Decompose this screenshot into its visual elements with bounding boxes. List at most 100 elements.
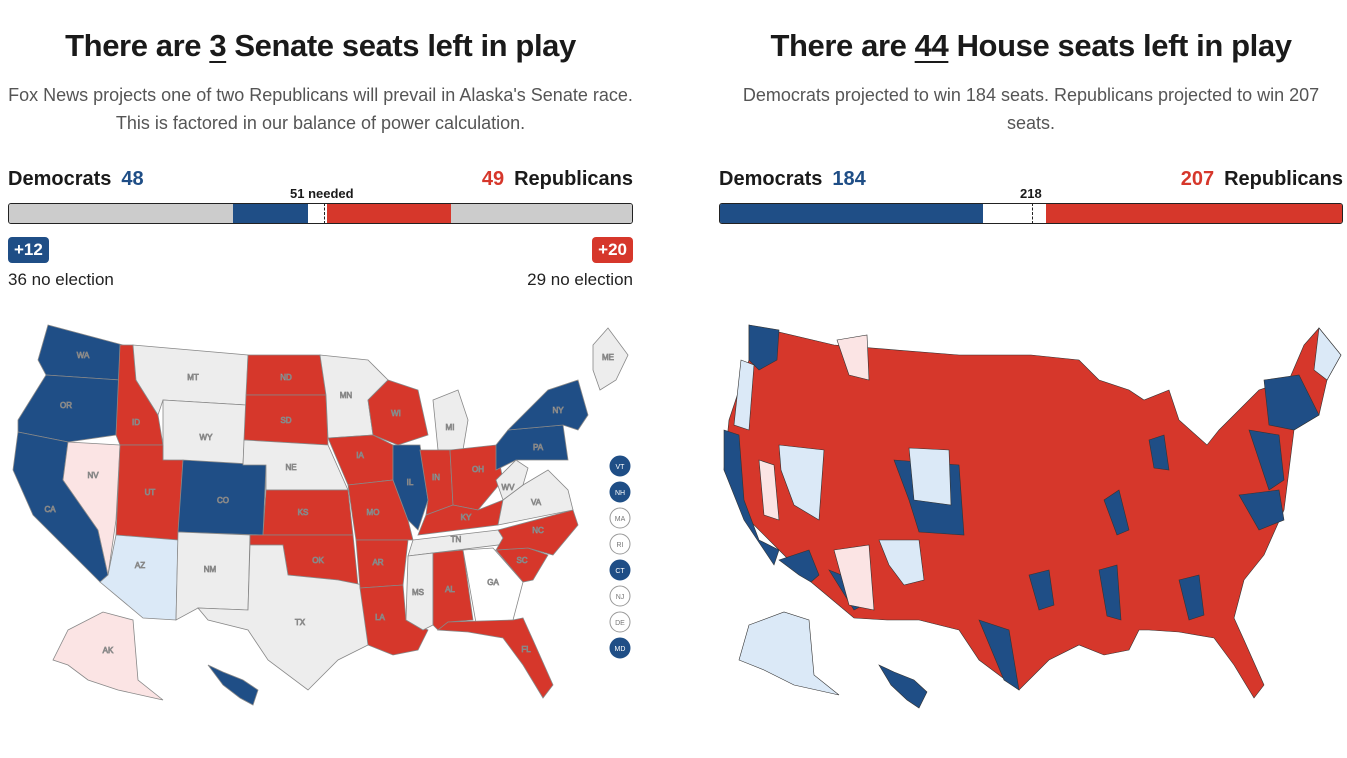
svg-text:MT: MT	[187, 373, 199, 382]
house-rep-total: 207 Republicans	[1181, 168, 1343, 191]
svg-text:SC: SC	[516, 556, 527, 565]
small-state-md-marker[interactable]	[609, 637, 631, 659]
senate-rep-count: 49	[481, 168, 505, 190]
svg-text:LA: LA	[375, 613, 385, 622]
senate-bar-dem-no-election	[9, 204, 234, 223]
small-state-ri-marker[interactable]	[609, 533, 631, 555]
svg-text:IN: IN	[432, 473, 440, 482]
svg-text:NE: NE	[285, 463, 296, 472]
svg-text:WY: WY	[200, 433, 214, 442]
state-ks[interactable]: KS	[262, 489, 354, 536]
state-ms[interactable]: MS	[405, 552, 434, 631]
senate-balance-bar[interactable]	[8, 203, 633, 224]
svg-text:OH: OH	[472, 465, 484, 474]
svg-text:WV: WV	[502, 483, 516, 492]
small-state-nj-marker[interactable]	[609, 585, 631, 607]
house-balance-bar[interactable]	[719, 203, 1343, 224]
svg-text:NY: NY	[552, 406, 564, 415]
state-nd[interactable]: ND	[245, 354, 327, 396]
senate-rep-label: Republicans	[514, 168, 633, 190]
state-wi[interactable]: WI	[367, 379, 429, 446]
senate-dem-gain-badge: +12	[8, 237, 49, 263]
small-states-legend: VT NH MA RI CT NJ DE MD	[609, 455, 631, 659]
small-state-nj-label: NJ	[616, 594, 625, 601]
small-state-ct-label: CT	[615, 568, 625, 575]
house-alaska	[738, 611, 840, 696]
svg-text:NV: NV	[87, 471, 99, 480]
state-wa[interactable]: WA	[37, 324, 124, 381]
state-ne[interactable]: NE	[242, 439, 349, 491]
svg-text:WA: WA	[77, 351, 90, 360]
svg-text:AK: AK	[103, 646, 114, 655]
senate-dem-total: Democrats 48	[8, 168, 144, 191]
state-ny[interactable]: NY	[506, 379, 589, 431]
svg-text:IL: IL	[407, 478, 414, 487]
svg-text:MO: MO	[367, 508, 380, 517]
state-ga[interactable]: GA	[462, 547, 524, 624]
svg-text:ME: ME	[602, 353, 614, 362]
senate-subtext: Fox News projects one of two Republicans…	[8, 85, 633, 133]
state-ar[interactable]: AR	[355, 539, 409, 589]
svg-text:OR: OR	[60, 401, 72, 410]
svg-text:FL: FL	[521, 645, 531, 654]
svg-text:GA: GA	[487, 578, 499, 587]
svg-text:ID: ID	[132, 418, 140, 427]
house-lean-districts	[733, 327, 1342, 611]
senate-rep-total: 49 Republicans	[482, 168, 633, 191]
state-or[interactable]: OR	[17, 374, 121, 443]
house-map[interactable]	[719, 320, 1343, 715]
state-nc[interactable]: NC	[495, 509, 579, 556]
state-la[interactable]: LA	[359, 584, 429, 656]
house-bar-dem-won	[720, 204, 984, 223]
state-fl[interactable]: FL	[436, 617, 554, 699]
svg-text:KS: KS	[298, 508, 309, 517]
svg-text:MI: MI	[446, 423, 455, 432]
svg-text:AR: AR	[372, 558, 383, 567]
small-state-vt-marker[interactable]	[609, 455, 631, 477]
senate-map[interactable]: WA OR CA NV ID MT WY UT CO AZ NM ND SD N…	[8, 320, 633, 715]
state-me[interactable]: ME	[592, 327, 629, 391]
svg-text:MS: MS	[412, 588, 424, 597]
state-co[interactable]: CO	[177, 459, 267, 536]
small-state-nh-label: NH	[615, 490, 625, 497]
small-state-de-marker[interactable]	[609, 611, 631, 633]
small-state-ma-marker[interactable]	[609, 507, 631, 529]
small-state-ct-marker[interactable]	[609, 559, 631, 581]
state-wy[interactable]: WY	[162, 399, 247, 466]
svg-text:KY: KY	[461, 513, 472, 522]
house-rep-label: Republicans	[1224, 168, 1343, 190]
senate-headline-suffix: Senate seats left in play	[226, 28, 576, 63]
house-dem-total: Democrats 184	[719, 168, 866, 191]
small-state-nh-marker[interactable]	[609, 481, 631, 503]
state-hi[interactable]	[207, 664, 259, 706]
senate-bar-undecided	[308, 204, 327, 223]
house-headline-suffix: House seats left in play	[948, 28, 1292, 63]
svg-text:NC: NC	[532, 526, 544, 535]
state-wv[interactable]: WV	[495, 459, 529, 501]
house-subtext: Democrats projected to win 184 seats. Re…	[742, 85, 1320, 133]
house-headline: There are 44 House seats left in play	[719, 28, 1343, 64]
state-oh[interactable]: OH	[449, 444, 504, 511]
senate-bar-rep-won	[326, 204, 452, 223]
house-headline-prefix: There are	[770, 28, 915, 63]
state-tx[interactable]: TX	[197, 544, 369, 691]
house-party-row: Democrats 184 207 Republicans	[719, 168, 1343, 194]
senate-headline-prefix: There are	[65, 28, 210, 63]
state-ak[interactable]: AK	[52, 611, 164, 701]
small-state-vt-label: VT	[616, 464, 626, 471]
state-pa[interactable]: PA	[495, 424, 569, 471]
senate-dem-label: Democrats	[8, 168, 112, 190]
state-mi[interactable]: MI	[432, 389, 469, 451]
svg-text:AL: AL	[445, 585, 455, 594]
svg-text:ND: ND	[280, 373, 292, 382]
small-state-md-label: MD	[615, 646, 626, 653]
senate-bar-dem-won	[233, 204, 309, 223]
senate-needed-label: 51 needed	[290, 186, 354, 201]
svg-text:MN: MN	[340, 391, 353, 400]
house-majority-line	[1031, 204, 1033, 223]
svg-text:WI: WI	[391, 409, 401, 418]
state-sd[interactable]: SD	[243, 394, 329, 446]
state-nm[interactable]: NM	[175, 531, 251, 621]
house-seats-in-play: 44	[914, 28, 949, 63]
svg-text:VA: VA	[531, 498, 542, 507]
